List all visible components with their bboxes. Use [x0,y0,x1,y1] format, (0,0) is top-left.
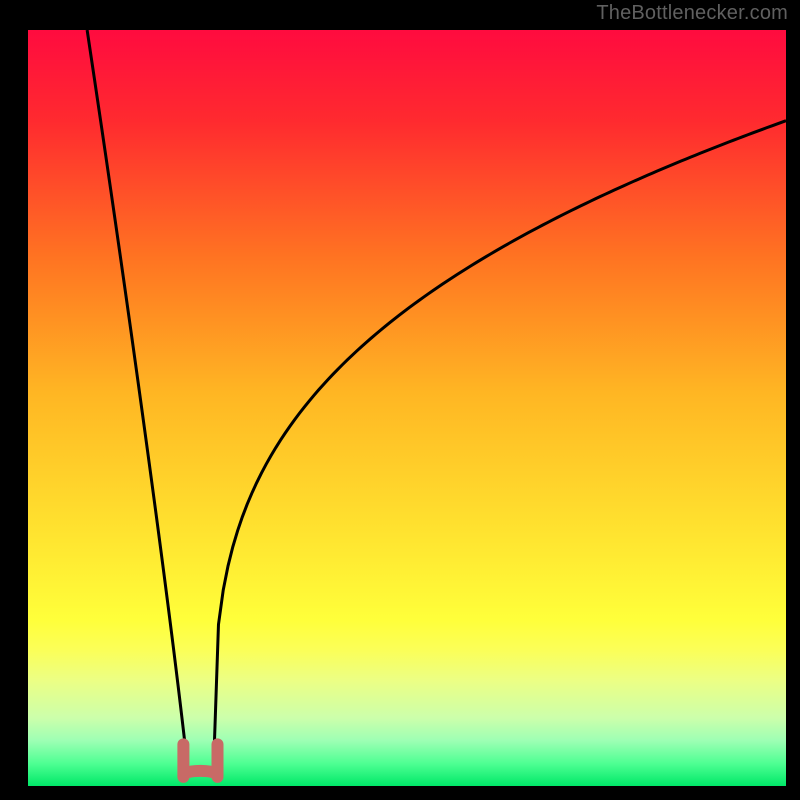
chart-container: { "watermark": { "text": "TheBottlenecke… [0,0,800,800]
chart-background-gradient [28,30,786,786]
watermark-text: TheBottlenecker.com [596,2,788,25]
gradient-fill [28,30,786,786]
